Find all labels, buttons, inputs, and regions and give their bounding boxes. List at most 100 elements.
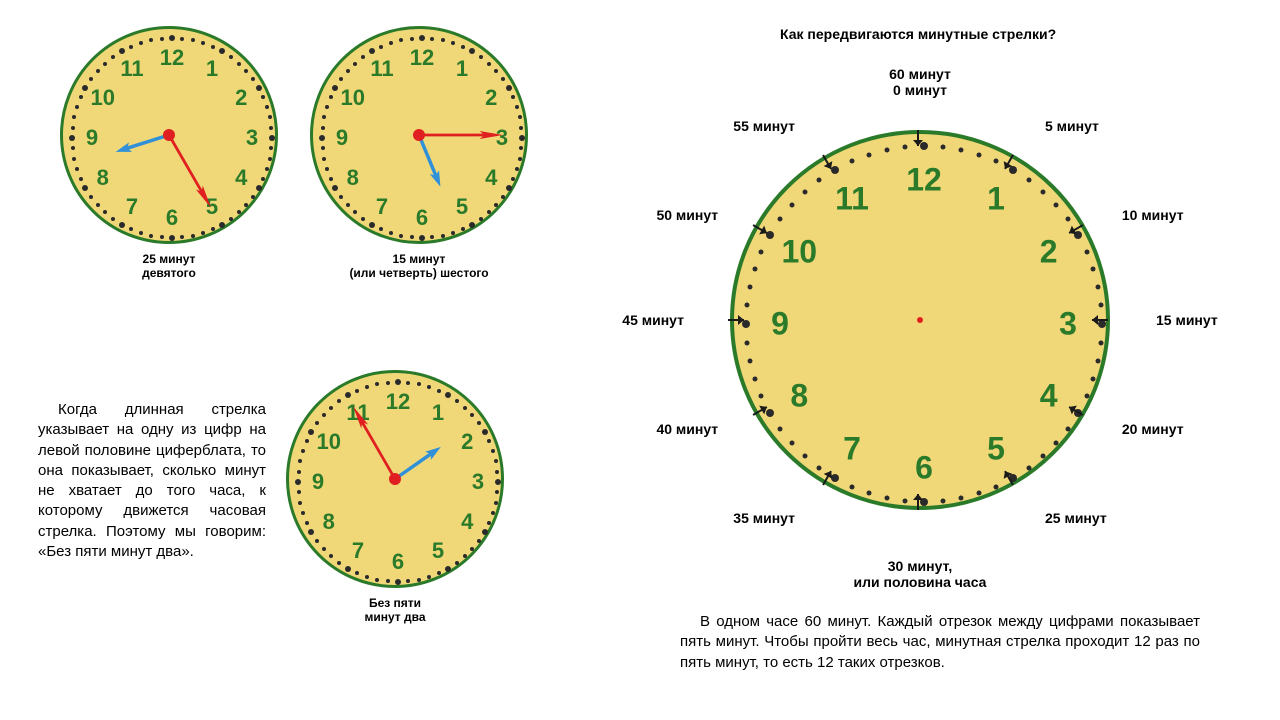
minute-dot [386, 381, 390, 385]
explanatory-text: Когда длинная стрелка указывает на одну … [38, 400, 266, 562]
clock-number: 9 [771, 306, 789, 343]
minute-dot [82, 85, 88, 91]
clock-number: 5 [456, 194, 468, 220]
minute-dot [337, 399, 341, 403]
minute-dot [752, 266, 757, 271]
minute-dot [353, 210, 357, 214]
clock-number: 10 [316, 429, 340, 455]
section-title: Как передвигаются минутные стрелки? [780, 26, 1056, 42]
clock-number: 11 [835, 181, 869, 218]
clock-number: 8 [347, 165, 359, 191]
clock-center [163, 129, 175, 141]
minute-dot [308, 429, 314, 435]
minute-dot [1099, 303, 1104, 308]
minute-dot [71, 126, 75, 130]
clock-number: 5 [987, 430, 1005, 467]
clock-number: 10 [340, 85, 364, 111]
minute-dot [1054, 441, 1059, 446]
minute-dot [103, 210, 107, 214]
clock-number: 8 [97, 165, 109, 191]
minute-dot [959, 147, 964, 152]
minute-dot [515, 105, 519, 109]
minute-dot [219, 222, 225, 228]
clock-number: 12 [410, 45, 434, 71]
clock-number: 2 [235, 85, 247, 111]
minute-dot [251, 195, 255, 199]
minute-dot [369, 48, 375, 54]
minute-dot [329, 406, 333, 410]
clock-number: 11 [120, 56, 143, 82]
minute-dot [329, 95, 333, 99]
minute-dot [379, 227, 383, 231]
minute-label: 35 минут [733, 510, 795, 526]
minute-dot [495, 470, 499, 474]
minute-dot [129, 45, 133, 49]
minute-dot [201, 231, 205, 235]
minute-dot [191, 38, 195, 42]
minute-dot [298, 459, 302, 463]
minute-dot [1084, 249, 1089, 254]
hour-hand [414, 133, 445, 189]
clock-face: 123456789101112 [60, 26, 278, 244]
minute-dot [119, 48, 125, 54]
clock-number: 8 [790, 378, 808, 415]
minute-dot [395, 579, 401, 585]
minute-dot [427, 385, 431, 389]
minute-dot [410, 37, 414, 41]
minute-dot [477, 539, 481, 543]
minute-dot [494, 69, 498, 73]
clock-number: 8 [323, 509, 335, 535]
minute-dot [903, 499, 908, 504]
minute-dot [389, 231, 393, 235]
minute-dot [1026, 466, 1031, 471]
minute-dot [180, 235, 184, 239]
minute-dot [237, 210, 241, 214]
minute-dot [305, 521, 309, 525]
minute-dot [437, 389, 441, 393]
clock-number: 3 [1059, 306, 1077, 343]
minute-dot [977, 152, 982, 157]
minute-dot [518, 115, 522, 119]
minute-dot [515, 167, 519, 171]
minute-dot [519, 135, 525, 141]
minute-dot [994, 159, 999, 164]
minute-dot [747, 284, 752, 289]
minute-dot [1084, 394, 1089, 399]
minute-dot [777, 217, 782, 222]
minute-dot [511, 177, 515, 181]
minute-dot [256, 185, 262, 191]
minute-dot [410, 235, 414, 239]
minute-dot [301, 449, 305, 453]
minute-dot [261, 177, 265, 181]
minute-dot [301, 511, 305, 515]
minute-label: 40 минут [656, 421, 718, 437]
minute-dot [437, 571, 441, 575]
minute-dot [345, 566, 351, 572]
minute-dot [79, 95, 83, 99]
minute-dot [315, 539, 319, 543]
minute-dot [417, 382, 421, 386]
minute-label: 50 минут [656, 207, 718, 223]
minute-dot [427, 575, 431, 579]
clock-number: 6 [416, 205, 428, 231]
minute-dot [1066, 426, 1071, 431]
minute-dot [494, 459, 498, 463]
minute-dot [940, 144, 945, 149]
clock-number: 2 [1040, 234, 1058, 271]
minute-dot [1099, 340, 1104, 345]
minute-dot [399, 234, 403, 238]
minute-dot [470, 413, 474, 417]
minute-dot [111, 217, 115, 221]
minute-hand [419, 131, 503, 139]
minute-label: 60 минут0 минут [889, 66, 951, 98]
minute-dot [491, 449, 495, 453]
clock-number: 6 [915, 450, 933, 487]
minute-dot [229, 217, 233, 221]
clock-number: 1 [456, 56, 468, 82]
minute-dot [361, 217, 365, 221]
minute-dot [506, 185, 512, 191]
minute-dot [744, 303, 749, 308]
minute-dot [884, 147, 889, 152]
clock-face: 123456789101112 [730, 130, 1110, 510]
clock-number: 12 [906, 162, 942, 199]
